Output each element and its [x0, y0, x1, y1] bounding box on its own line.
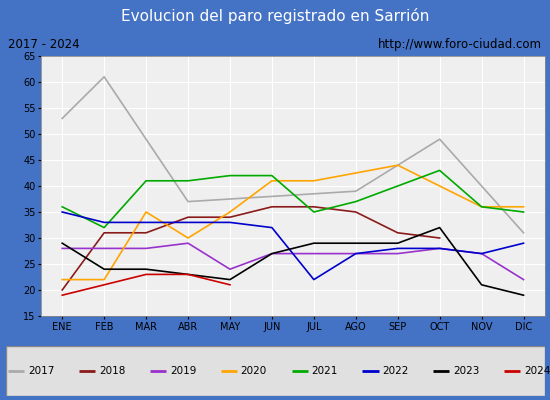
2020 [143, 210, 150, 214]
Text: 2024: 2024 [524, 366, 550, 376]
2024 [59, 293, 65, 298]
Line: 2022: 2022 [62, 212, 524, 280]
Text: 2018: 2018 [99, 366, 125, 376]
2023 [520, 293, 527, 298]
2018 [59, 288, 65, 292]
Text: 2017: 2017 [28, 366, 54, 376]
2018 [185, 215, 191, 220]
2023 [436, 225, 443, 230]
2020 [185, 236, 191, 240]
2023 [101, 267, 107, 272]
2023 [353, 241, 359, 246]
2023 [268, 251, 275, 256]
2017 [101, 74, 107, 79]
2017 [436, 137, 443, 142]
2018 [268, 204, 275, 209]
2017 [520, 230, 527, 235]
2022 [478, 251, 485, 256]
2019 [311, 251, 317, 256]
Text: Evolucion del paro registrado en Sarrión: Evolucion del paro registrado en Sarrión [121, 8, 429, 24]
2022 [353, 251, 359, 256]
Text: 2017 - 2024: 2017 - 2024 [8, 38, 80, 51]
2021 [101, 225, 107, 230]
2022 [268, 225, 275, 230]
2020 [311, 178, 317, 183]
2018 [101, 230, 107, 235]
2021 [185, 178, 191, 183]
2020 [394, 163, 401, 168]
2022 [394, 246, 401, 251]
2019 [436, 246, 443, 251]
2021 [436, 168, 443, 173]
2020 [59, 277, 65, 282]
2019 [353, 251, 359, 256]
2022 [185, 220, 191, 225]
2023 [59, 241, 65, 246]
2019 [394, 251, 401, 256]
2020 [227, 210, 233, 214]
2023 [311, 241, 317, 246]
Line: 2023: 2023 [62, 228, 524, 295]
2017 [59, 116, 65, 121]
2019 [59, 246, 65, 251]
2024 [185, 272, 191, 277]
Text: 2020: 2020 [241, 366, 267, 376]
2022 [436, 246, 443, 251]
2024 [143, 272, 150, 277]
Line: 2024: 2024 [62, 274, 230, 295]
Line: 2017: 2017 [62, 77, 524, 233]
2022 [227, 220, 233, 225]
2024 [227, 282, 233, 287]
2023 [394, 241, 401, 246]
2022 [101, 220, 107, 225]
2022 [143, 220, 150, 225]
2022 [311, 277, 317, 282]
2021 [520, 210, 527, 214]
2024 [101, 282, 107, 287]
Text: 2023: 2023 [453, 366, 480, 376]
Line: 2021: 2021 [62, 170, 524, 228]
2018 [227, 215, 233, 220]
2020 [520, 204, 527, 209]
2023 [227, 277, 233, 282]
2020 [436, 184, 443, 188]
Text: http://www.foro-ciudad.com: http://www.foro-ciudad.com [378, 38, 542, 51]
Line: 2019: 2019 [62, 243, 524, 280]
2021 [478, 204, 485, 209]
2017 [185, 199, 191, 204]
2019 [268, 251, 275, 256]
2019 [101, 246, 107, 251]
2023 [478, 282, 485, 287]
2021 [143, 178, 150, 183]
2022 [59, 210, 65, 214]
2017 [353, 189, 359, 194]
2020 [101, 277, 107, 282]
2019 [185, 241, 191, 246]
2022 [520, 241, 527, 246]
2018 [394, 230, 401, 235]
2018 [436, 236, 443, 240]
2021 [268, 173, 275, 178]
Text: 2019: 2019 [170, 366, 196, 376]
2019 [227, 267, 233, 272]
2018 [353, 210, 359, 214]
2021 [353, 199, 359, 204]
2021 [59, 204, 65, 209]
2023 [185, 272, 191, 277]
FancyBboxPatch shape [6, 346, 544, 396]
Line: 2020: 2020 [62, 165, 524, 280]
2020 [478, 204, 485, 209]
2021 [227, 173, 233, 178]
2021 [311, 210, 317, 214]
2018 [143, 230, 150, 235]
Text: 2022: 2022 [382, 366, 409, 376]
2018 [311, 204, 317, 209]
Text: 2021: 2021 [311, 366, 338, 376]
2019 [478, 251, 485, 256]
2019 [143, 246, 150, 251]
Line: 2018: 2018 [62, 207, 439, 290]
2023 [143, 267, 150, 272]
2019 [520, 277, 527, 282]
2020 [268, 178, 275, 183]
